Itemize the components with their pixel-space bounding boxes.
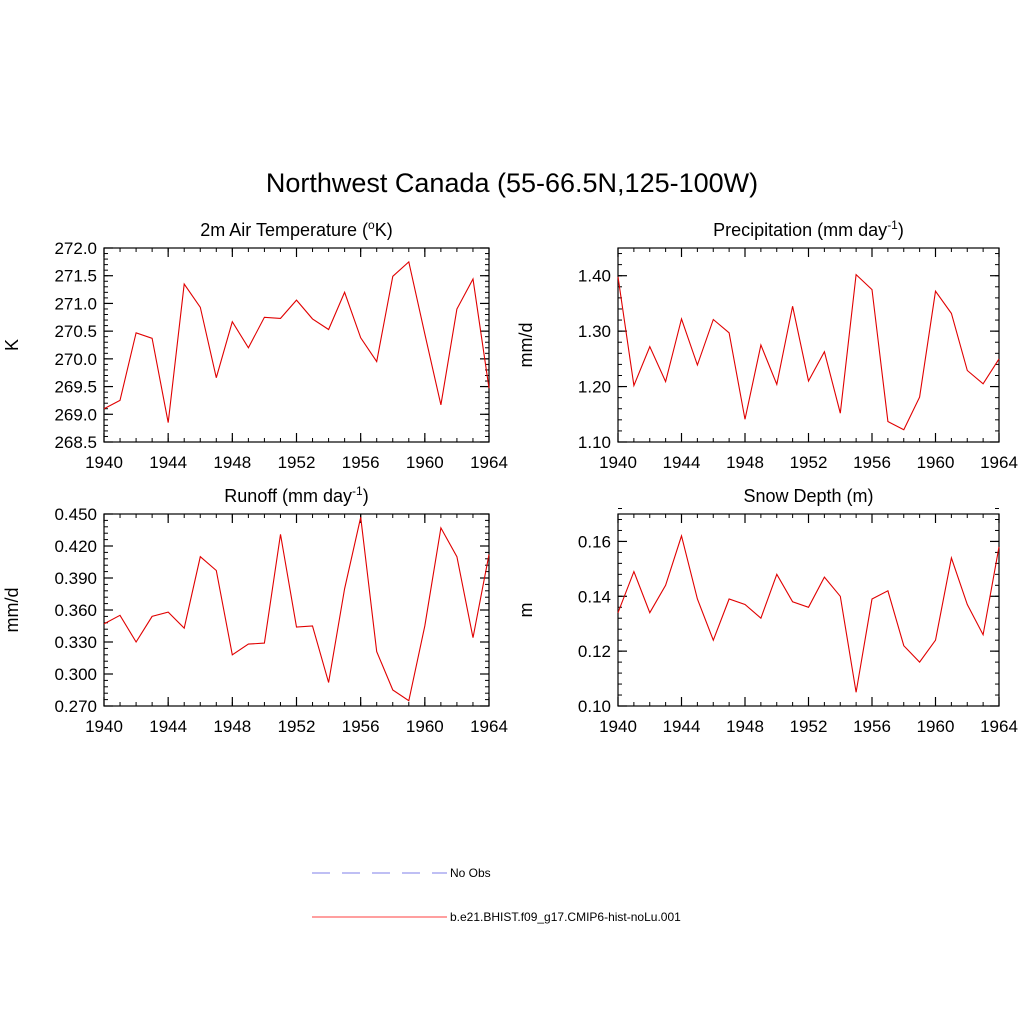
series-line-1: [617, 273, 1000, 431]
legend-label-no-obs: No Obs: [450, 866, 491, 880]
x-tick-label: 1960: [917, 717, 955, 736]
y-tick-label: 272.0: [54, 239, 97, 258]
panel-title: Runoff (mm day-1): [224, 484, 368, 506]
panel-title: Precipitation (mm day-1): [713, 218, 904, 240]
x-tick-label: 1952: [790, 453, 828, 472]
plot-frame: [103, 247, 490, 443]
y-tick-label: 1.30: [578, 322, 611, 341]
y-tick-label: 0.14: [578, 587, 611, 606]
y-tick-label: 0.10: [578, 697, 611, 716]
x-tick-label: 1964: [470, 453, 508, 472]
x-tick-label: 1960: [406, 453, 444, 472]
series-line-1: [103, 260, 490, 423]
x-tick-label: 1956: [342, 717, 380, 736]
plot-frame: [103, 513, 490, 707]
y-tick-label: 271.0: [54, 294, 97, 313]
y-tick-label: 1.10: [578, 433, 611, 452]
x-tick-label: 1944: [663, 717, 701, 736]
x-tick-label: 1960: [917, 453, 955, 472]
x-tick-label: 1952: [790, 717, 828, 736]
series-line-1: [103, 517, 490, 702]
y-tick-label: 0.270: [54, 697, 97, 716]
x-tick-label: 1964: [470, 717, 508, 736]
x-tick-label: 1944: [149, 717, 187, 736]
y-tick-label: 0.16: [578, 532, 611, 551]
x-tick-label: 1948: [213, 717, 251, 736]
legend-label-model-run: b.e21.BHIST.f09_g17.CMIP6-hist-noLu.001: [450, 910, 681, 924]
panel-title: Snow Depth (m): [743, 486, 873, 506]
chart-panel-1: 1940 1944 1948 1952 1956 1960 1964 268.5 269.0 26…: [2, 218, 508, 472]
y-tick-label: 0.330: [54, 633, 97, 652]
x-tick-label: 1964: [980, 717, 1018, 736]
y-tick-label: 269.0: [54, 405, 97, 424]
chart-panel-4: 1940 1944 1948 1952 1956 1960 1964 0.10 0.12 0.14…: [516, 486, 1018, 736]
x-tick-label: 1964: [980, 453, 1018, 472]
y-tick-label: 0.390: [54, 569, 97, 588]
x-tick-label: 1956: [342, 453, 380, 472]
x-tick-label: 1948: [213, 453, 251, 472]
y-axis-label: m: [516, 603, 536, 618]
x-tick-label: 1952: [278, 717, 316, 736]
y-tick-label: 269.5: [54, 378, 97, 397]
legend: No Obs b.e21.BHIST.f09_g17.CMIP6-hist-no…: [312, 866, 681, 924]
x-tick-label: 1960: [406, 717, 444, 736]
x-tick-label: 1956: [853, 717, 891, 736]
y-tick-label: 1.40: [578, 267, 611, 286]
y-tick-label: 1.20: [578, 378, 611, 397]
y-tick-label: 0.360: [54, 601, 97, 620]
y-axis-label: mm/d: [2, 588, 22, 633]
chart-panels: 1940 1944 1948 1952 1956 1960 1964 268.5 269.0 26…: [2, 218, 1018, 736]
y-axis-label: K: [2, 339, 22, 351]
x-tick-label: 1940: [599, 453, 637, 472]
x-tick-label: 1956: [853, 453, 891, 472]
x-tick-label: 1940: [599, 717, 637, 736]
x-tick-label: 1940: [85, 453, 123, 472]
x-tick-label: 1952: [278, 453, 316, 472]
y-tick-label: 0.450: [54, 505, 97, 524]
x-tick-label: 1948: [726, 717, 764, 736]
x-tick-label: 1944: [663, 453, 701, 472]
y-tick-label: 271.5: [54, 267, 97, 286]
y-tick-label: 270.0: [54, 350, 97, 369]
y-tick-label: 0.300: [54, 665, 97, 684]
panel-title: 2m Air Temperature (oK): [200, 218, 392, 240]
series-line-1: [617, 533, 1000, 693]
x-tick-label: 1940: [85, 717, 123, 736]
y-axis-label: mm/d: [516, 323, 536, 368]
y-tick-label: 270.5: [54, 322, 97, 341]
y-tick-label: 268.5: [54, 433, 97, 452]
x-tick-label: 1944: [149, 453, 187, 472]
figure-title: Northwest Canada (55-66.5N,125-100W): [265, 168, 759, 198]
chart-panel-3: 1940 1944 1948 1952 1956 1960 1964 0.270 0.300 0.…: [2, 484, 508, 736]
chart-panel-2: 1940 1944 1948 1952 1956 1960 1964 1.10 1.20 1.30…: [516, 218, 1018, 472]
y-tick-label: 0.12: [578, 642, 611, 661]
y-tick-label: 0.420: [54, 537, 97, 556]
x-tick-label: 1948: [726, 453, 764, 472]
